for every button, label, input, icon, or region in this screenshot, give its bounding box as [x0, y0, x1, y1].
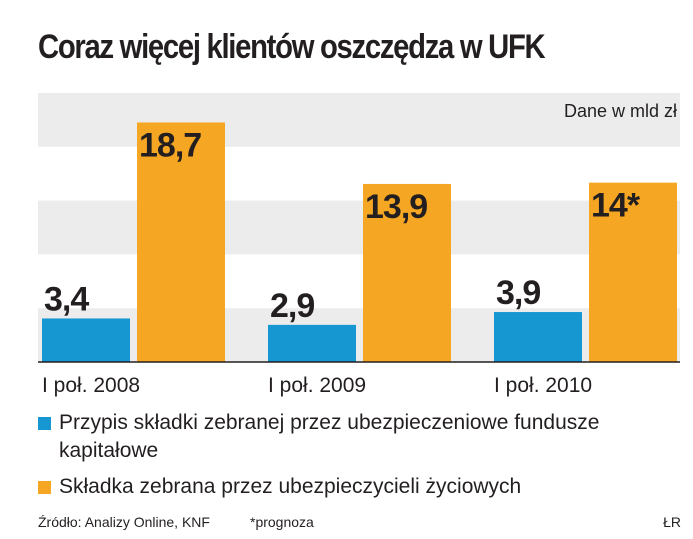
legend-item-series-2: Składka zebrana przez ubezpieczycieli ży… — [38, 473, 619, 501]
bar-series-2-3 — [589, 182, 677, 362]
legend-swatch-blue — [38, 417, 51, 430]
author-initials: ŁR — [663, 514, 681, 530]
data-labels: 3,4 18,7 2,9 13,9 3,9 14* — [44, 126, 642, 325]
unit-note: Dane w mld zł — [563, 101, 677, 121]
chart-area: 3,418,72,913,93,914* I poł. 2008 I poł. 2… — [38, 93, 680, 397]
grid-bands — [38, 93, 680, 362]
legend-item-series-1: Przypis składki zebranej przez ubezpiecz… — [38, 409, 619, 465]
legend-label: Przypis składki zebranej przez ubezpiecz… — [59, 411, 600, 462]
grid-band — [38, 200, 680, 255]
legend-label: Składka zebrana przez ubezpieczycieli ży… — [59, 475, 522, 498]
footnote: *prognoza — [250, 514, 314, 530]
x-tick-label: I poł. 2008 — [42, 374, 140, 397]
bars — [42, 122, 677, 362]
legend-swatch-orange — [38, 481, 51, 494]
data-label: 3,4 — [44, 280, 89, 318]
data-label: 14* — [591, 187, 641, 225]
bar-series-2-1 — [137, 122, 225, 362]
source-note: Źródło: Analizy Online, KNF — [38, 514, 210, 530]
x-tick-label: I poł. 2009 — [268, 374, 366, 397]
x-tick-label: I poł. 2010 — [494, 374, 592, 397]
bar-series-1-3 — [494, 312, 582, 362]
data-label: 3,9 — [496, 274, 540, 312]
legend: Przypis składki zebranej przez ubezpiecz… — [38, 409, 619, 509]
x-tick-labels: I poł. 2008 I poł. 2009 I poł. 2010 — [42, 374, 592, 397]
chart-title: Coraz więcej klientów oszczędza w UFK — [38, 28, 546, 66]
bar-series-1-2 — [268, 324, 356, 362]
bar-series-1-1 — [42, 318, 130, 362]
bar-series-2-2 — [363, 183, 451, 362]
data-label: 18,7 — [139, 126, 201, 164]
grid-band — [38, 308, 680, 362]
data-label: 13,9 — [365, 188, 427, 226]
data-label: 2,9 — [270, 287, 314, 325]
